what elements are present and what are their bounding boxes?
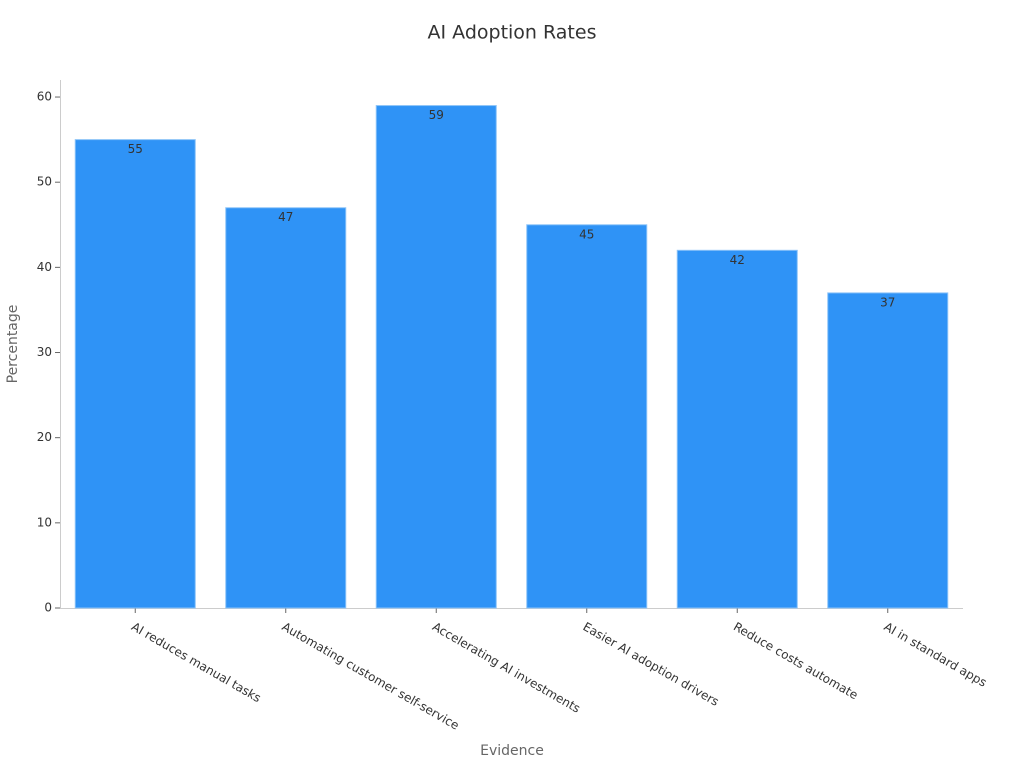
bar: [827, 292, 949, 609]
x-tick-label: AI in standard apps: [882, 620, 990, 690]
value-label: 55: [128, 142, 143, 156]
y-tick-label: 50: [37, 175, 52, 189]
bar: [375, 105, 497, 609]
chart-title: AI Adoption Rates: [428, 22, 597, 44]
bar: [676, 249, 798, 609]
bar: [74, 139, 196, 609]
y-tick-label: 0: [44, 601, 52, 615]
value-label: 59: [429, 108, 444, 122]
x-tick-label: Easier AI adoption drivers: [581, 620, 722, 709]
value-label: 37: [880, 295, 895, 309]
value-label: 45: [579, 227, 594, 241]
bar: [225, 207, 347, 609]
bar: [526, 224, 648, 609]
y-tick-label: 10: [37, 515, 52, 529]
x-tick-label: Automating customer self-service: [280, 620, 462, 733]
y-axis-label: Percentage: [5, 305, 21, 384]
y-tick-label: 30: [37, 345, 52, 359]
x-tick-label: Accelerating AI investments: [430, 620, 583, 716]
x-tick-label: AI reduces manual tasks: [129, 620, 263, 706]
value-label: 47: [278, 210, 293, 224]
x-axis-label: Evidence: [480, 743, 544, 759]
value-label: 42: [730, 253, 745, 267]
y-tick-label: 20: [37, 430, 52, 444]
y-tick-label: 60: [37, 90, 52, 104]
y-tick-label: 40: [37, 260, 52, 274]
x-tick-label: Reduce costs automate: [731, 620, 860, 703]
